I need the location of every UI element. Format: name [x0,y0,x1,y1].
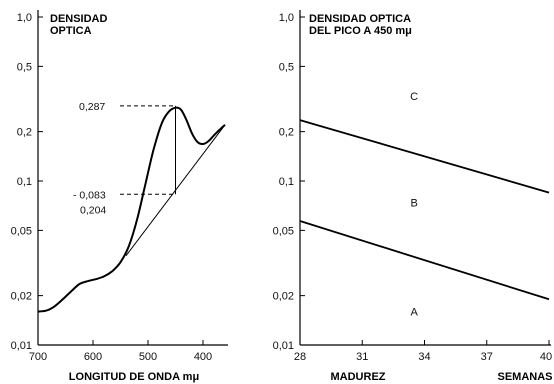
right-x-tick-label: 40 [540,351,552,363]
annotation-peak-value: 0,287 [79,101,105,113]
left-title-line-1: DENSIDAD [50,13,108,25]
right-x-tick-label: 34 [418,351,430,363]
right-title-line-2: DEL PICO A 450 mμ [309,25,412,37]
right-x-ticks: 28 31 34 37 40 [294,340,552,363]
left-x-tick-label: 700 [29,351,47,363]
right-x-tick-label: 28 [294,351,306,363]
lower-boundary-line [299,220,550,301]
left-y-tick-label: 0,05 [11,225,32,237]
right-y-ticks: 1,0 0,5 0,2 0,1 0,05 0,02 0,01 [273,12,305,352]
right-y-tick-label: 1,0 [279,12,294,24]
left-y-tick-label: 1,0 [17,12,32,24]
right-panel-maturity: DENSIDAD OPTICA DEL PICO A 450 mμ 1,0 0,5… [273,10,553,383]
right-title-line-1: DENSIDAD OPTICA [309,13,411,25]
right-x-axis-unit-label: SEMANAS [497,371,552,383]
right-y-tick-label: 0,01 [273,340,294,352]
annotation-baseline-value: - 0,083 [73,189,106,201]
left-y-tick-label: 0,1 [17,176,32,188]
right-y-tick-label: 0,5 [279,61,294,73]
annotation-difference-value: 0,204 [80,204,106,216]
right-y-tick-label: 0,02 [273,291,294,303]
zone-labels: C B A [410,91,418,319]
left-y-tick-label: 0,01 [11,340,32,352]
right-y-tick-label: 0,1 [279,176,294,188]
left-x-tick-label: 500 [139,351,157,363]
right-y-tick-label: 0,2 [279,127,294,139]
left-x-tick-label: 400 [194,351,212,363]
left-y-ticks: 1,0 0,5 0,2 0,1 0,05 0,02 0,01 [11,12,43,352]
left-y-tick-label: 0,2 [17,127,32,139]
right-x-tick-label: 37 [481,351,493,363]
left-title-line-2: OPTICA [50,25,92,37]
left-x-tick-label: 600 [84,351,102,363]
left-y-tick-label: 0,5 [17,61,32,73]
right-x-tick-label: 31 [356,351,368,363]
right-x-axis-label: MADUREZ [331,371,386,383]
zone-label-b: B [410,197,417,209]
zone-label-a: A [410,307,418,319]
zone-label-c: C [410,91,418,103]
left-y-tick-label: 0,02 [11,291,32,303]
spectrum-curve [37,106,226,313]
left-x-ticks: 700 600 500 400 [29,340,212,363]
left-panel-spectrum: DENSIDAD OPTICA 1,0 0,5 0,2 0,1 0,05 0,02 0,01… [11,10,228,383]
upper-boundary-line [299,119,550,194]
left-x-axis-label: LONGITUD DE ONDA mμ [69,371,199,383]
right-y-tick-label: 0,05 [273,225,294,237]
